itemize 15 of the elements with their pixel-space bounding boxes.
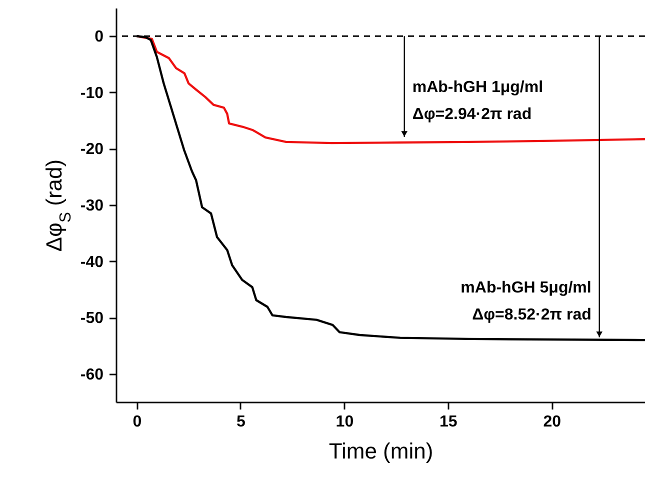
x-tick-label: 20	[543, 414, 562, 430]
x-tick-label: 0	[132, 414, 142, 430]
annotation: mAb-hGH 5μg/ml Δφ=8.52·2π rad	[460, 279, 592, 324]
y-tick-label: -10	[80, 84, 104, 102]
y-tick-label: -20	[80, 141, 104, 158]
y-tick-label: -60	[80, 366, 104, 384]
y-tick-label: -50	[80, 310, 104, 328]
y-tick-label: -30	[80, 198, 104, 214]
x-tick-label: 5	[236, 414, 246, 430]
x-tick-label: 10	[336, 414, 354, 430]
y-tick-label: 0	[94, 28, 104, 46]
annotation: mAb-hGH 1μg/ml Δφ=2.94·2π rad	[412, 78, 544, 123]
x-tick-label: 15	[440, 414, 458, 430]
y-tick-label: -40	[80, 254, 104, 271]
x-axis-title: Time (min)	[328, 438, 434, 464]
